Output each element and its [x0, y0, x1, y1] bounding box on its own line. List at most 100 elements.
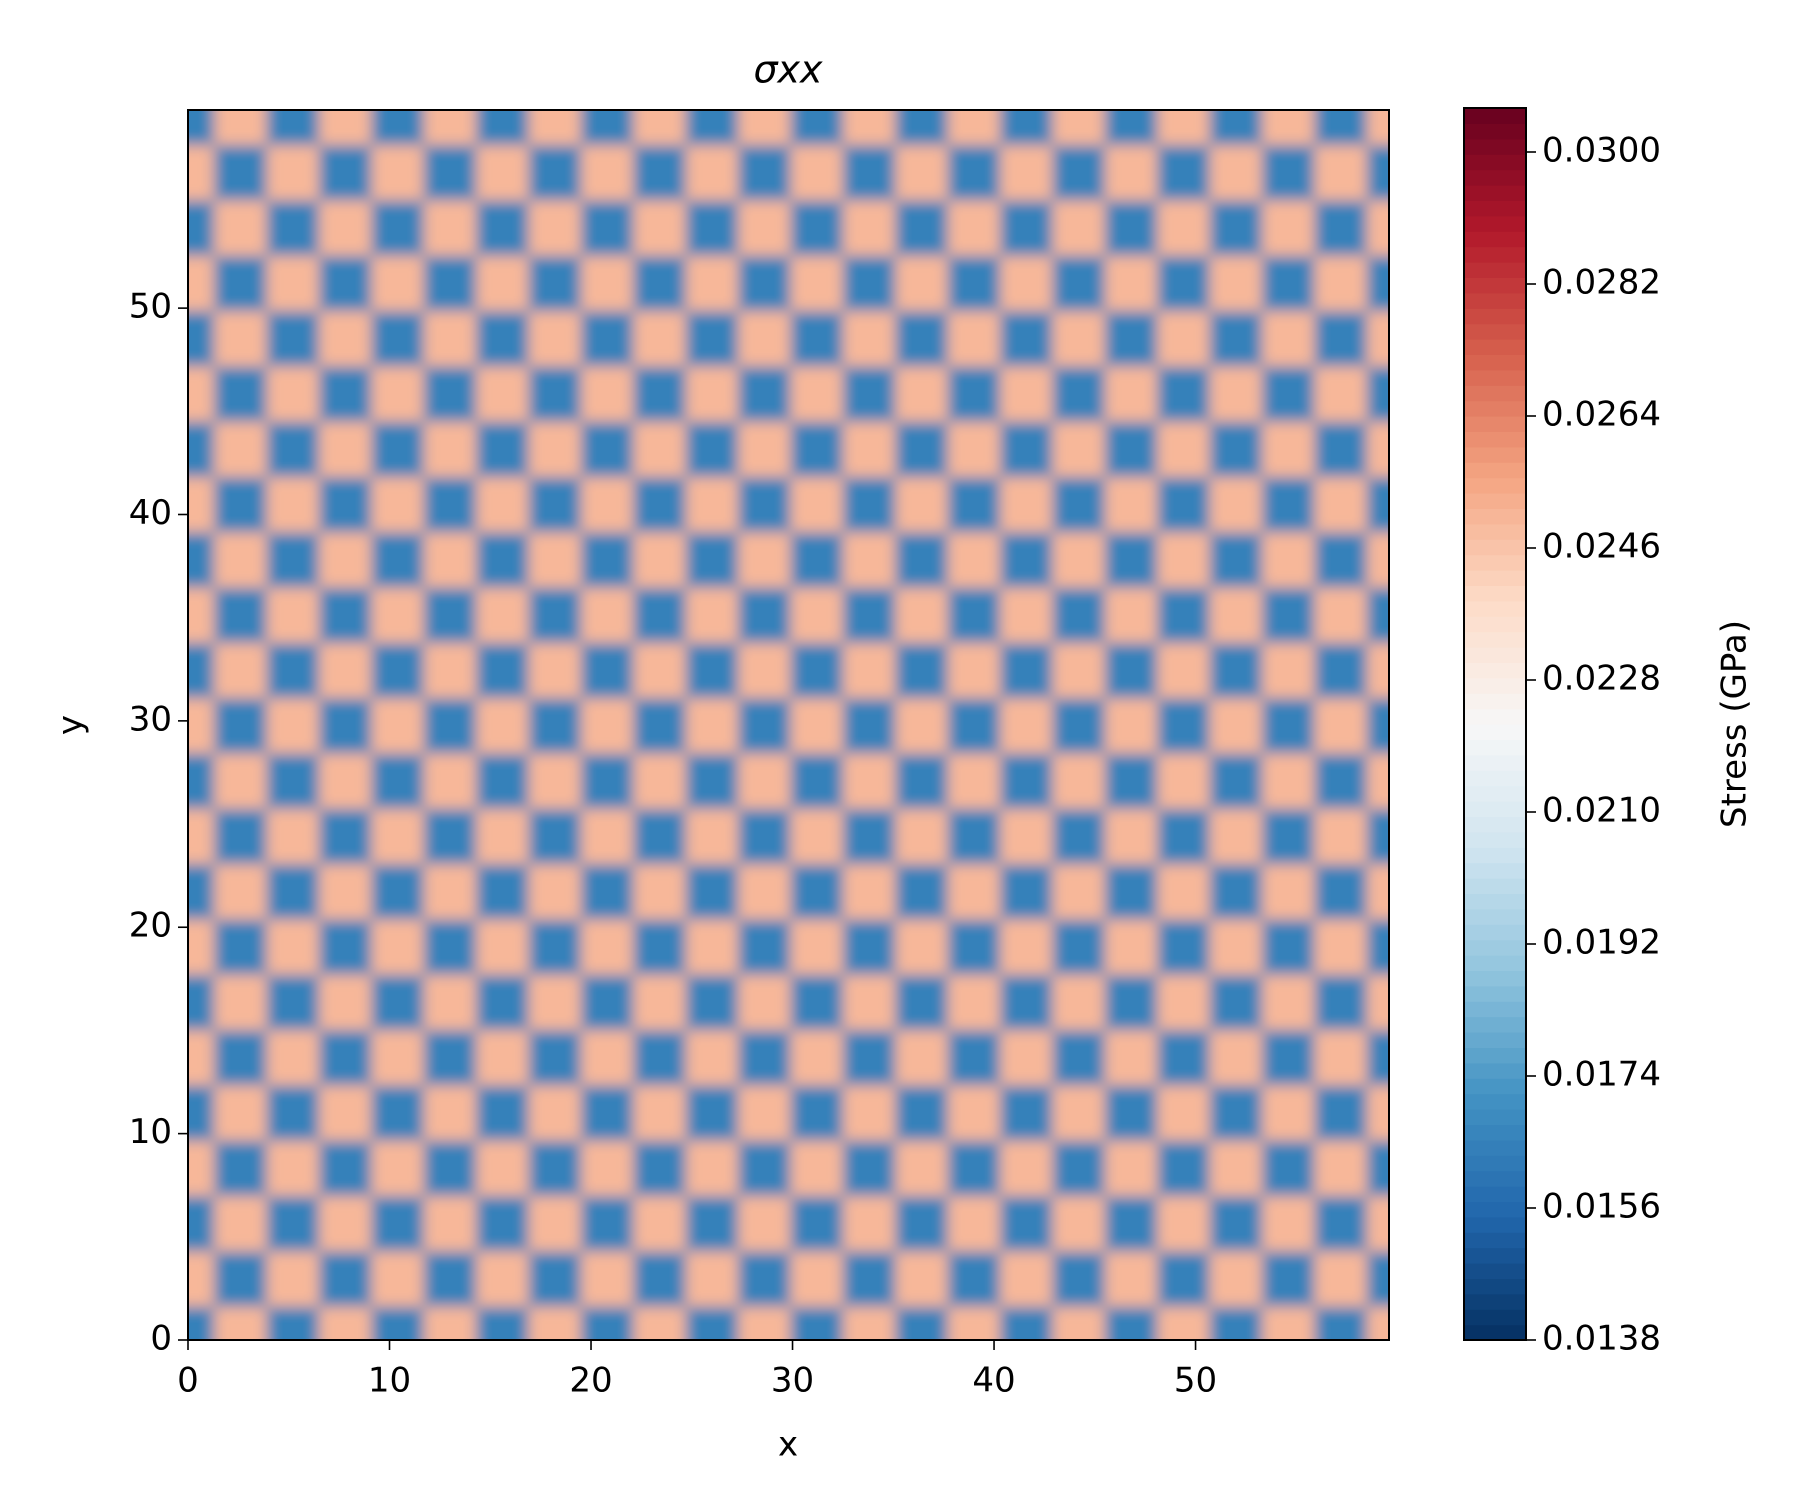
- heatmap-cell: [371, 421, 425, 478]
- heatmap-cell: [895, 1029, 949, 1086]
- heatmap-cell: [371, 1250, 425, 1307]
- heatmap-cell: [214, 587, 268, 643]
- heatmap-cell: [1314, 144, 1368, 201]
- x-tick-label: 40: [972, 1361, 1015, 1401]
- heatmap-cell: [1366, 697, 1389, 754]
- heatmap-cell: [528, 1029, 582, 1086]
- heatmap-cell: [685, 1084, 739, 1141]
- heatmap-cell: [633, 918, 687, 975]
- heatmap-cell: [1314, 531, 1368, 588]
- heatmap-cell: [1000, 587, 1053, 643]
- colorbar-step: [1464, 1016, 1526, 1033]
- heatmap-cell: [423, 1029, 477, 1086]
- heatmap-cell: [1104, 697, 1158, 754]
- heatmap-cell: [1157, 587, 1211, 643]
- heatmap-cell: [1209, 1084, 1263, 1141]
- heatmap-cell: [842, 476, 896, 533]
- colorbar-tick-label: 0.0156: [1542, 1187, 1661, 1227]
- heatmap-cell: [1366, 1140, 1389, 1197]
- colorbar-step: [1464, 1093, 1526, 1110]
- colorbar-step: [1464, 354, 1526, 371]
- heatmap-cell: [895, 642, 949, 699]
- colorbar-step: [1464, 1324, 1526, 1341]
- heatmap-cell: [266, 587, 320, 643]
- colorbar-frame: [1463, 107, 1527, 1341]
- heatmap-cell: [528, 255, 582, 312]
- heatmap-cell: [842, 587, 896, 643]
- heatmap-cell: [266, 110, 320, 146]
- heatmap-cell: [738, 255, 792, 312]
- heatmap-cell: [947, 255, 1001, 312]
- heatmap-cell: [528, 1140, 582, 1197]
- heatmap-cell: [1314, 1084, 1368, 1141]
- heatmap-cell: [371, 365, 425, 422]
- x-tick-label: 50: [1174, 1361, 1217, 1401]
- heatmap-cell: [423, 808, 477, 865]
- heatmap-cell: [528, 753, 582, 809]
- heatmap-cell: [214, 697, 268, 754]
- heatmap-cell: [318, 421, 372, 478]
- heatmap-cell: [1314, 1140, 1368, 1197]
- heatmap-cell: [790, 1084, 844, 1141]
- heatmap-cell: [633, 310, 687, 367]
- heatmap-cell: [1209, 199, 1263, 256]
- heatmap-cell: [1000, 1029, 1053, 1086]
- heatmap-cell: [1262, 1140, 1315, 1197]
- colorbar-step: [1464, 1124, 1526, 1141]
- heatmap-cell: [476, 974, 530, 1031]
- heatmap-cell: [947, 476, 1001, 533]
- heatmap-cell: [685, 421, 739, 478]
- heatmap-cell: [423, 1140, 477, 1197]
- colorbar-step: [1464, 1247, 1526, 1264]
- heatmap-cell: [1366, 1084, 1389, 1141]
- heatmap-cell: [580, 1029, 634, 1086]
- heatmap-cell: [423, 587, 477, 643]
- heatmap-cell: [1314, 642, 1368, 699]
- colorbar-tick-label: 0.0228: [1542, 659, 1661, 699]
- heatmap-cell: [738, 144, 792, 201]
- heatmap-cell: [947, 1029, 1001, 1086]
- colorbar-step: [1464, 123, 1526, 140]
- heatmap-cell: [318, 1250, 372, 1307]
- heatmap-cell: [266, 918, 320, 975]
- colorbar-step: [1464, 369, 1526, 386]
- heatmap-cell: [1366, 144, 1389, 201]
- heatmap-cell: [1314, 255, 1368, 312]
- heatmap-cell: [476, 808, 530, 865]
- heatmap-cell: [947, 1084, 1001, 1141]
- heatmap-cell: [266, 974, 320, 1031]
- heatmap-cell: [214, 531, 268, 588]
- heatmap-cell: [947, 365, 1001, 422]
- heatmap-cell: [423, 1306, 477, 1340]
- heatmap-cell: [633, 697, 687, 754]
- heatmap-cell: [188, 918, 215, 975]
- heatmap-cell: [1104, 1084, 1158, 1141]
- heatmap-cell: [318, 697, 372, 754]
- heatmap-cell: [1000, 1306, 1053, 1340]
- colorbar-step: [1464, 862, 1526, 879]
- heatmap-cell: [1000, 642, 1053, 699]
- heatmap-cell: [842, 1084, 896, 1141]
- heatmap-cell: [423, 918, 477, 975]
- heatmap-cell: [842, 144, 896, 201]
- heatmap-cell: [1366, 587, 1389, 643]
- heatmap-cell: [1366, 199, 1389, 256]
- heatmap-cell: [1052, 531, 1106, 588]
- heatmap-cell: [1052, 1195, 1106, 1252]
- heatmap-cell: [476, 144, 530, 201]
- heatmap-cell: [685, 642, 739, 699]
- heatmap-cell: [188, 974, 215, 1031]
- heatmap-cell: [685, 697, 739, 754]
- chart-title: σxx: [753, 48, 823, 92]
- heatmap-cell: [1209, 531, 1263, 588]
- heatmap-cell: [528, 642, 582, 699]
- heatmap-cell: [371, 1306, 425, 1340]
- heatmap-cell: [528, 587, 582, 643]
- heatmap-cell: [947, 918, 1001, 975]
- heatmap-cell: [318, 863, 372, 920]
- heatmap-cell: [790, 144, 844, 201]
- colorbar: [1464, 108, 1526, 1341]
- heatmap-cell: [790, 1029, 844, 1086]
- heatmap-cell: [1104, 531, 1158, 588]
- colorbar-step: [1464, 831, 1526, 848]
